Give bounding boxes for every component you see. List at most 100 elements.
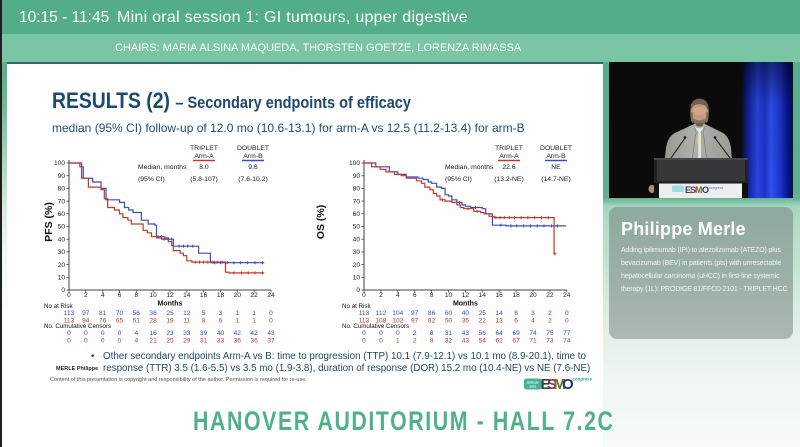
svg-text:30: 30 xyxy=(353,249,361,256)
svg-text:64: 64 xyxy=(496,330,504,337)
svg-text:1: 1 xyxy=(252,310,256,317)
svg-text:6: 6 xyxy=(118,292,122,299)
svg-text:4: 4 xyxy=(531,318,535,325)
svg-text:25: 25 xyxy=(479,310,487,317)
svg-text:0: 0 xyxy=(362,330,366,337)
svg-text:Arm-A: Arm-A xyxy=(194,153,214,160)
svg-text:80: 80 xyxy=(353,186,361,193)
svg-text:11: 11 xyxy=(183,318,190,325)
svg-text:2: 2 xyxy=(413,338,417,345)
svg-text:54: 54 xyxy=(479,338,487,345)
svg-text:42: 42 xyxy=(250,330,258,337)
svg-text:97: 97 xyxy=(411,310,419,317)
svg-text:76: 76 xyxy=(99,318,107,325)
svg-text:86: 86 xyxy=(428,310,436,317)
svg-text:73: 73 xyxy=(546,338,554,345)
svg-text:8: 8 xyxy=(430,292,434,299)
svg-text:2: 2 xyxy=(413,330,417,337)
svg-text:97: 97 xyxy=(82,310,90,317)
svg-text:0: 0 xyxy=(67,292,71,299)
svg-text:0: 0 xyxy=(396,330,400,337)
svg-text:18: 18 xyxy=(217,292,225,299)
svg-text:2: 2 xyxy=(548,318,552,325)
svg-text:33: 33 xyxy=(217,338,225,345)
svg-text:20: 20 xyxy=(234,292,242,299)
svg-text:13: 13 xyxy=(496,318,504,325)
svg-text:0: 0 xyxy=(362,338,366,345)
svg-text:22: 22 xyxy=(546,292,554,299)
svg-text:60: 60 xyxy=(445,310,453,317)
svg-text:70: 70 xyxy=(58,198,66,205)
svg-text:4: 4 xyxy=(134,338,138,345)
svg-text:40: 40 xyxy=(462,310,470,317)
svg-text:OS (%): OS (%) xyxy=(315,205,327,239)
svg-text:81: 81 xyxy=(99,310,107,317)
svg-text:36: 36 xyxy=(250,338,258,345)
svg-text:S: S xyxy=(690,185,696,195)
svg-text:16: 16 xyxy=(149,330,157,337)
svg-text:Arm-B: Arm-B xyxy=(243,153,263,160)
svg-text:90: 90 xyxy=(58,173,66,180)
svg-text:16: 16 xyxy=(496,292,504,299)
svg-text:No. Cumulative Censors: No. Cumulative Censors xyxy=(44,323,111,330)
svg-text:24: 24 xyxy=(563,292,571,299)
svg-text:6: 6 xyxy=(514,318,518,325)
svg-text:20: 20 xyxy=(353,262,361,269)
svg-text:50: 50 xyxy=(445,318,453,325)
svg-text:12: 12 xyxy=(183,310,191,317)
svg-text:112: 112 xyxy=(376,310,387,317)
svg-text:2: 2 xyxy=(548,310,552,317)
svg-text:16: 16 xyxy=(200,292,208,299)
svg-text:30: 30 xyxy=(58,249,66,256)
svg-text:congress: congress xyxy=(709,186,723,190)
svg-text:77: 77 xyxy=(563,330,571,337)
svg-text:20: 20 xyxy=(529,292,537,299)
svg-text:22: 22 xyxy=(479,318,487,325)
svg-text:24: 24 xyxy=(267,292,275,299)
svg-text:1: 1 xyxy=(235,318,239,325)
svg-text:0: 0 xyxy=(61,287,65,294)
svg-text:43: 43 xyxy=(462,338,470,345)
svg-text:19: 19 xyxy=(166,318,174,325)
svg-text:No at Risk: No at Risk xyxy=(44,303,73,310)
svg-text:(13.2-NE): (13.2-NE) xyxy=(494,176,523,183)
svg-text:12: 12 xyxy=(462,292,470,299)
svg-text:56: 56 xyxy=(133,310,141,317)
svg-text:36: 36 xyxy=(234,338,242,345)
svg-text:4: 4 xyxy=(134,330,138,337)
svg-text:71: 71 xyxy=(529,338,537,345)
svg-text:0: 0 xyxy=(565,310,569,317)
svg-text:67: 67 xyxy=(512,338,520,345)
svg-text:O: O xyxy=(702,185,709,195)
svg-text:22.6: 22.6 xyxy=(502,164,515,171)
svg-text:62: 62 xyxy=(496,338,504,345)
svg-text:14: 14 xyxy=(183,292,191,299)
svg-text:DOUBLET: DOUBLET xyxy=(237,145,269,152)
svg-text:108: 108 xyxy=(375,318,386,325)
svg-text:21: 21 xyxy=(149,338,157,345)
svg-text:3: 3 xyxy=(531,310,535,317)
svg-text:0: 0 xyxy=(84,330,88,337)
svg-text:Months: Months xyxy=(453,301,478,308)
svg-text:0: 0 xyxy=(269,318,273,325)
svg-text:22: 22 xyxy=(250,292,258,299)
svg-text:35: 35 xyxy=(462,318,470,325)
svg-text:33: 33 xyxy=(183,330,191,337)
svg-text:0: 0 xyxy=(565,318,569,325)
svg-text:8: 8 xyxy=(134,292,138,299)
svg-text:No at Risk: No at Risk xyxy=(342,303,371,310)
svg-text:4: 4 xyxy=(396,292,400,299)
svg-text:0: 0 xyxy=(356,287,360,294)
svg-text:10: 10 xyxy=(353,275,361,282)
svg-text:4: 4 xyxy=(101,292,105,299)
svg-text:113: 113 xyxy=(64,318,75,325)
svg-text:TRIPLET: TRIPLET xyxy=(495,145,523,152)
svg-text:1: 1 xyxy=(396,338,400,345)
svg-text:31: 31 xyxy=(200,338,208,345)
svg-text:100: 100 xyxy=(54,160,65,167)
svg-text:43: 43 xyxy=(267,330,275,337)
svg-text:(95% CI): (95% CI) xyxy=(445,176,472,183)
svg-text:0: 0 xyxy=(118,330,122,337)
svg-text:56: 56 xyxy=(479,330,487,337)
svg-text:36: 36 xyxy=(149,310,157,317)
